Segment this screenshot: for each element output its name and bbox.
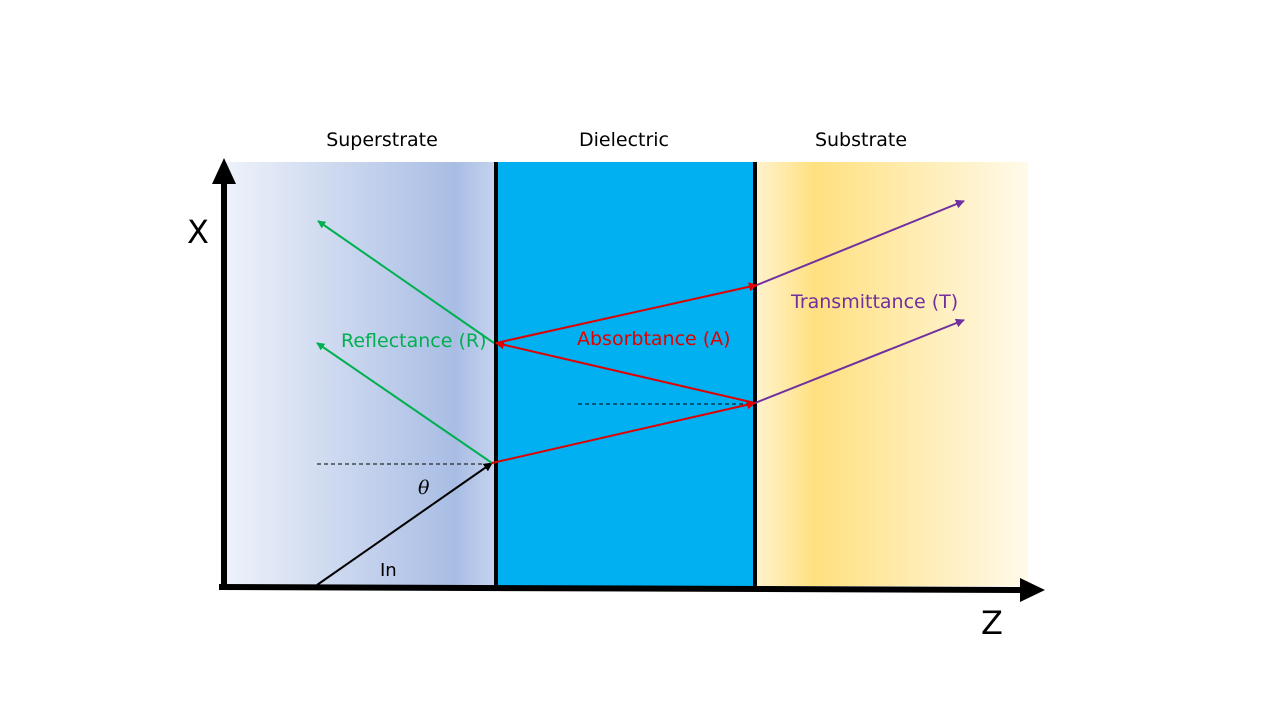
incident-ray (316, 462, 493, 586)
superstrate-label: Superstrate (326, 129, 438, 151)
dielectric-label: Dielectric (579, 129, 669, 151)
x-axis-arrowhead (212, 158, 236, 184)
transmittance-label: Transmittance (T) (790, 291, 958, 313)
reflectance-label: Reflectance (R) (341, 330, 486, 352)
absorbed-ray-1 (491, 400, 756, 464)
z-axis-label: Z (981, 604, 1003, 642)
x-axis-label: X (187, 213, 209, 251)
substrate-label: Substrate (815, 129, 907, 151)
reflected-ray-1 (316, 342, 493, 464)
absorbed-ray-3 (495, 282, 758, 344)
absorbed-ray-2 (495, 340, 756, 404)
transmitted-ray-2 (754, 318, 965, 404)
z-axis-arrowhead (1020, 578, 1045, 602)
incident-label: In (380, 560, 397, 581)
reflected-ray-2 (317, 220, 495, 344)
transmitted-ray-1 (756, 199, 965, 286)
absorbtance-label: Absorbtance (A) (577, 328, 731, 350)
z-axis-line (218, 584, 1025, 593)
angle-theta-label: θ (418, 477, 430, 499)
substrate-region (755, 162, 1028, 586)
